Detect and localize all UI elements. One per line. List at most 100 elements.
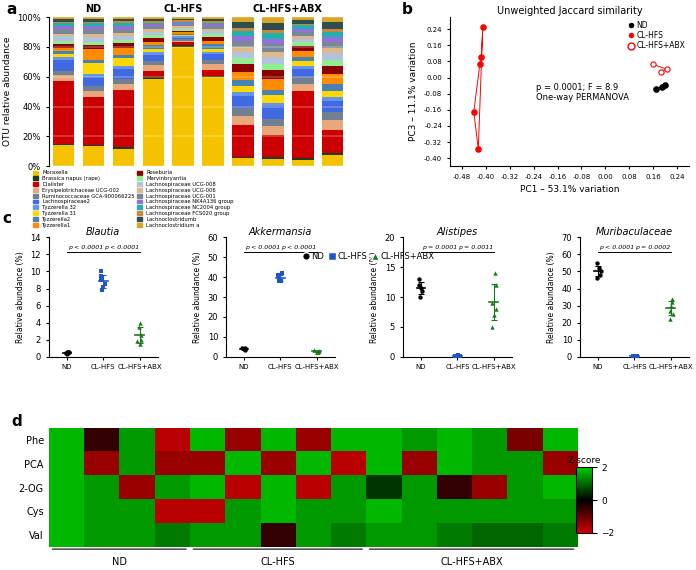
Bar [173, 19, 194, 20]
Bar [322, 66, 343, 75]
Bar [203, 22, 224, 23]
Bar [53, 82, 74, 144]
Bar [232, 64, 254, 72]
Bar [262, 39, 284, 44]
Bar [322, 32, 343, 37]
Bar [143, 29, 164, 32]
Bar [143, 22, 164, 23]
Bar [232, 86, 254, 92]
Bar [262, 90, 284, 95]
Bar [292, 66, 314, 69]
Bar [83, 45, 104, 50]
Bar [232, 58, 254, 64]
Text: a: a [7, 2, 17, 17]
Bar [173, 17, 194, 19]
Bar [232, 22, 254, 28]
Bar [203, 78, 224, 166]
Bar [143, 38, 164, 42]
Point [594, 263, 605, 272]
Bar [232, 31, 254, 36]
Bar [322, 112, 343, 120]
Bar [232, 72, 254, 80]
Point [468, 107, 480, 116]
Point [95, 267, 106, 276]
Bar [262, 159, 284, 166]
Bar [53, 51, 74, 54]
Point [665, 301, 677, 310]
Point [666, 298, 677, 307]
Bar [203, 64, 224, 70]
Bar [232, 52, 254, 58]
Bar [53, 29, 74, 34]
Point [239, 343, 251, 352]
Bar [53, 22, 74, 23]
Bar [292, 29, 314, 32]
Y-axis label: Relative abundance (%): Relative abundance (%) [16, 251, 25, 343]
Y-axis label: Relative abundance (%): Relative abundance (%) [193, 251, 202, 343]
Bar [203, 28, 224, 31]
Bar [113, 66, 134, 69]
Bar [173, 22, 194, 23]
Bar [262, 157, 284, 159]
Text: p = 0.0001; F = 8.9
One-way PERMANOVA: p = 0.0001; F = 8.9 One-way PERMANOVA [536, 83, 629, 102]
Text: CL-HFS+ABX: CL-HFS+ABX [253, 4, 323, 14]
Point [627, 352, 638, 361]
Point [273, 275, 284, 284]
Bar [262, 17, 284, 23]
Bar [262, 127, 284, 135]
Bar [113, 17, 134, 19]
Title: Unweighted Jaccard similarity: Unweighted Jaccard similarity [497, 6, 642, 17]
Bar [83, 74, 104, 77]
Point [628, 352, 639, 361]
Point [595, 270, 606, 279]
Bar [173, 39, 194, 41]
Bar [292, 35, 314, 39]
Bar [173, 20, 194, 22]
Bar [173, 26, 194, 27]
Legend: ND, CL-HFS, CL-HFS+ABX: ND, CL-HFS, CL-HFS+ABX [303, 252, 435, 261]
Bar [113, 79, 134, 84]
Bar [292, 42, 314, 46]
Bar [322, 42, 343, 48]
Text: CL-HFS+ABX: CL-HFS+ABX [441, 557, 503, 568]
Bar [143, 25, 164, 26]
Bar [143, 61, 164, 66]
Text: d: d [12, 413, 22, 429]
Point [475, 53, 487, 62]
Bar [322, 101, 343, 112]
Point [592, 274, 603, 283]
Point [61, 349, 72, 358]
Bar [322, 22, 343, 28]
Point [416, 283, 427, 292]
Bar [322, 28, 343, 32]
Bar [203, 17, 224, 19]
Y-axis label: Relative abundance (%): Relative abundance (%) [370, 251, 379, 343]
Y-axis label: PC3 – 11.1% variation: PC3 – 11.1% variation [409, 42, 418, 141]
Bar [53, 60, 74, 71]
Bar [83, 97, 104, 145]
Bar [143, 17, 164, 19]
Point [490, 280, 501, 290]
Text: c: c [3, 211, 12, 226]
Bar [292, 78, 314, 84]
Bar [83, 63, 104, 74]
Bar [262, 119, 284, 127]
Point [628, 352, 639, 361]
Bar [232, 96, 254, 108]
Bar [262, 135, 284, 157]
Point [134, 318, 145, 327]
Point [135, 331, 146, 340]
Text: CL-HFS: CL-HFS [260, 557, 295, 568]
Bar [322, 37, 343, 42]
Bar [83, 146, 104, 166]
Point [413, 275, 425, 284]
Bar [203, 31, 224, 34]
Bar [262, 44, 284, 52]
Bar [83, 23, 104, 26]
Point [477, 23, 489, 32]
Point [660, 81, 671, 90]
Point [132, 337, 143, 346]
Bar [83, 145, 104, 146]
Point [452, 351, 464, 360]
Point [630, 352, 641, 361]
